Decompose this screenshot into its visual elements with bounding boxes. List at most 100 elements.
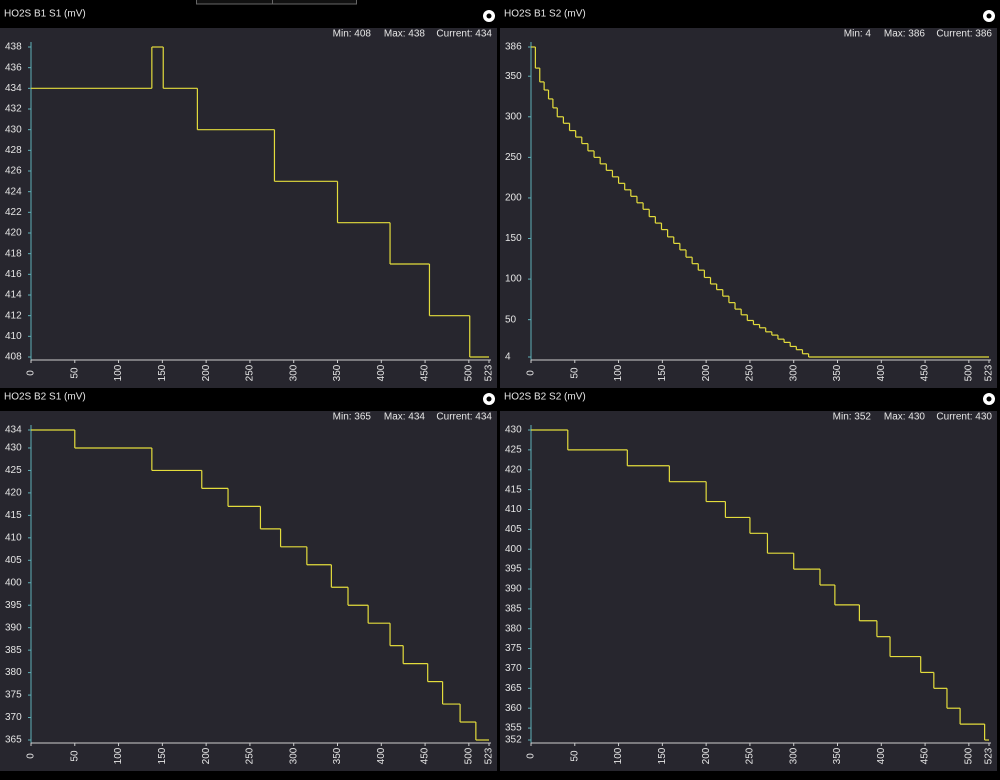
y-tick-label: 422: [5, 207, 22, 218]
y-tick-label: 410: [505, 504, 522, 515]
x-tick-label: 300: [788, 747, 799, 764]
y-tick-label: 414: [5, 290, 22, 301]
x-tick-label: 350: [332, 747, 343, 764]
y-tick-label: 370: [505, 663, 522, 674]
x-tick-label: 200: [201, 364, 212, 381]
y-tick-label: 390: [505, 584, 522, 595]
x-tick-label: 50: [569, 367, 580, 379]
chart-title: HO2S B2 S2 (mV): [504, 392, 586, 403]
x-tick-label: 150: [157, 364, 168, 381]
y-tick-label: 250: [505, 152, 522, 163]
plot-area: [500, 28, 997, 388]
y-tick-label: 4: [505, 352, 511, 363]
x-tick-label: 150: [157, 747, 168, 764]
y-tick-label: 412: [5, 310, 22, 321]
x-tick-label: 250: [745, 364, 756, 381]
x-tick-label: 350: [832, 747, 843, 764]
x-tick-label: 0: [26, 370, 37, 376]
y-tick-label: 375: [5, 690, 22, 701]
x-tick-label: 250: [245, 364, 256, 381]
plot-area: [0, 411, 497, 771]
y-tick-label: 430: [5, 443, 22, 454]
y-tick-label: 360: [505, 703, 522, 714]
y-tick-label: 428: [5, 145, 22, 156]
y-tick-label: 434: [5, 425, 22, 436]
option-dot: [986, 396, 992, 402]
y-tick-label: 386: [505, 42, 522, 53]
stat-label: Max: 386: [884, 29, 926, 40]
x-tick-label: 200: [201, 747, 212, 764]
option-dot: [986, 13, 992, 19]
x-tick-label: 500: [963, 747, 974, 764]
x-tick-label: 523: [984, 747, 995, 764]
y-tick-label: 352: [505, 735, 522, 746]
y-tick-label: 410: [5, 331, 22, 342]
x-tick-label: 450: [420, 364, 431, 381]
x-tick-label: 350: [832, 364, 843, 381]
x-tick-label: 400: [876, 747, 887, 764]
toolbar-button[interactable]: [272, 0, 357, 5]
y-tick-label: 405: [505, 524, 522, 535]
y-tick-label: 425: [5, 465, 22, 476]
option-dot: [486, 13, 492, 19]
x-tick-label: 150: [657, 364, 668, 381]
y-tick-label: 355: [505, 723, 522, 734]
y-tick-label: 365: [5, 735, 22, 746]
stat-label: Max: 434: [384, 412, 426, 423]
y-tick-label: 424: [5, 186, 22, 197]
x-tick-label: 150: [657, 747, 668, 764]
y-tick-label: 380: [5, 667, 22, 678]
y-tick-label: 416: [5, 269, 22, 280]
x-tick-label: 400: [376, 747, 387, 764]
y-tick-label: 150: [505, 233, 522, 244]
y-tick-label: 390: [5, 622, 22, 633]
y-tick-label: 415: [5, 510, 22, 521]
stat-label: Max: 438: [384, 29, 426, 40]
x-tick-label: 100: [613, 747, 624, 764]
y-tick-label: 200: [505, 193, 522, 204]
x-tick-label: 300: [288, 747, 299, 764]
x-tick-label: 523: [484, 364, 495, 381]
toolbar-button[interactable]: [196, 0, 273, 5]
y-tick-label: 430: [505, 425, 522, 436]
x-tick-label: 250: [245, 747, 256, 764]
y-tick-label: 415: [505, 484, 522, 495]
plot-area: [0, 28, 497, 388]
x-tick-label: 0: [526, 370, 537, 376]
x-tick-label: 500: [463, 364, 474, 381]
x-tick-label: 450: [920, 364, 931, 381]
y-tick-label: 420: [5, 488, 22, 499]
x-tick-label: 50: [69, 367, 80, 379]
panel-option-button[interactable]: [483, 10, 495, 22]
y-tick-label: 100: [505, 274, 522, 285]
stat-label: Current: 434: [436, 29, 492, 40]
x-tick-label: 500: [463, 747, 474, 764]
y-tick-label: 370: [5, 712, 22, 723]
chart-title: HO2S B1 S1 (mV): [4, 9, 86, 20]
y-tick-label: 400: [5, 577, 22, 588]
panel-option-button[interactable]: [983, 10, 995, 22]
y-tick-label: 300: [505, 111, 522, 122]
stat-label: Min: 365: [333, 412, 372, 423]
y-tick-label: 430: [5, 124, 22, 135]
y-tick-label: 434: [5, 83, 22, 94]
y-tick-label: 395: [5, 600, 22, 611]
y-tick-label: 405: [5, 555, 22, 566]
x-tick-label: 100: [113, 364, 124, 381]
stat-label: Current: 434: [436, 412, 492, 423]
panel-option-button[interactable]: [483, 393, 495, 405]
x-tick-label: 200: [701, 747, 712, 764]
x-tick-label: 0: [526, 753, 537, 759]
stat-label: Min: 352: [833, 412, 872, 423]
y-tick-label: 350: [505, 71, 522, 82]
y-tick-label: 410: [5, 532, 22, 543]
panel-option-button[interactable]: [983, 393, 995, 405]
stat-label: Min: 408: [333, 29, 372, 40]
chart-panel: HO2S B2 S2 (mV) Min: 352 Max: 430 Current: …: [500, 392, 997, 771]
y-tick-label: 438: [5, 42, 22, 53]
y-tick-label: 418: [5, 248, 22, 259]
x-tick-label: 450: [420, 747, 431, 764]
x-tick-label: 450: [920, 747, 931, 764]
y-tick-label: 420: [5, 228, 22, 239]
